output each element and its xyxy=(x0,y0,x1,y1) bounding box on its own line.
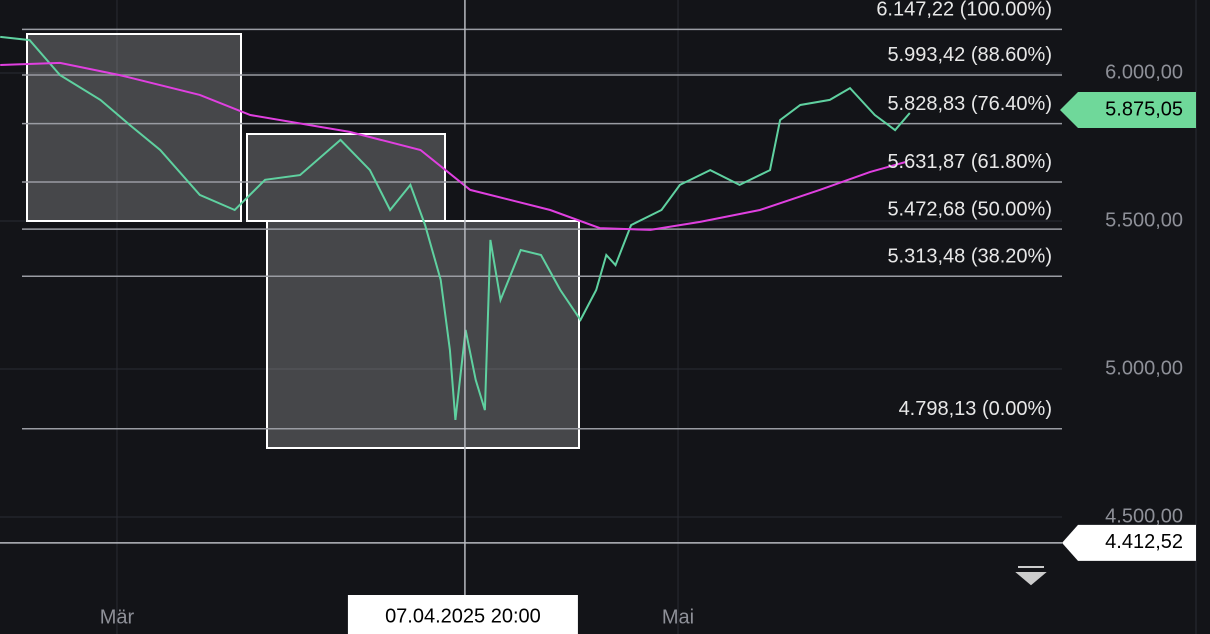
fib-label: 4.798,13 (0.00%) xyxy=(899,398,1052,420)
price-line xyxy=(0,35,911,421)
plot xyxy=(0,0,1062,634)
y-tick-label: 6.000,00 xyxy=(1105,61,1183,83)
y-tick-label: 4.500,00 xyxy=(1105,505,1183,527)
labels: 4.500,00 5.000,00 5.500,00 6.000,00 Mär Mai 6.… xyxy=(100,0,1196,634)
fib-label: 5.472,68 (50.00%) xyxy=(887,198,1052,220)
price-line xyxy=(0,61,906,231)
last-price-tag xyxy=(1060,91,1196,128)
y-tick-label: 5.500,00 xyxy=(1105,209,1183,231)
fib-label: 5.828,83 (76.40%) xyxy=(887,93,1052,115)
fib-label: 5.993,42 (88.60%) xyxy=(887,44,1052,66)
scroll-icon[interactable] xyxy=(1015,566,1047,586)
y-tick-label: 5.000,00 xyxy=(1105,357,1183,379)
range-box xyxy=(26,33,242,222)
crosshair-price-tag xyxy=(1062,524,1196,561)
x-tick-label: Mär xyxy=(100,606,135,628)
fib-label: 6.147,22 (100.00%) xyxy=(876,0,1052,21)
crosshair-price: 4.412,52 xyxy=(1105,531,1183,553)
range-box xyxy=(266,220,580,449)
last-price: 5.875,05 xyxy=(1105,98,1183,120)
x-tick-label: Mai xyxy=(662,606,694,628)
crosshair-date: 07.04.2025 20:00 xyxy=(385,605,541,627)
crosshair-date-box xyxy=(347,595,578,634)
fib-label: 5.313,48 (38.20%) xyxy=(887,245,1052,267)
fib-label: 5.631,87 (61.80%) xyxy=(887,151,1052,173)
